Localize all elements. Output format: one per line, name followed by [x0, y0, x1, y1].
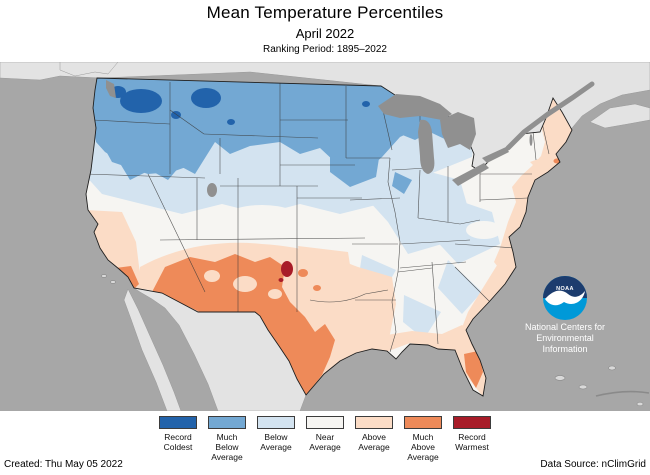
logo-org-line1: National Centers for	[525, 322, 605, 332]
legend-item-above_average: Above Average	[355, 416, 393, 452]
legend-swatch-record_warmest	[453, 416, 491, 429]
legend-label-much_above_average: Much Above Average	[407, 432, 439, 462]
legend-item-near_average: Near Average	[306, 416, 344, 452]
legend: Record Coldest Much Below Average Below Averag…	[0, 416, 650, 462]
legend-label-below_average: Below Average	[260, 432, 292, 452]
legend-label-record_coldest: Record Coldest	[163, 432, 193, 452]
legend-label-record_warmest: Record Warmest	[455, 432, 489, 452]
noaa-logo: NOAA	[543, 276, 587, 320]
legend-item-much_below_average: Much Below Average	[208, 416, 246, 462]
legend-swatch-much_above_average	[404, 416, 442, 429]
great-lakes	[106, 80, 595, 197]
puget-sound	[106, 80, 116, 98]
data-source: Data Source: nClimGrid	[540, 459, 646, 470]
region-near-average-dapples	[142, 128, 538, 287]
nova-scotia-land	[589, 103, 650, 129]
legend-item-record_coldest: Record Coldest	[159, 416, 197, 452]
lake-superior	[378, 94, 452, 120]
legend-swatch-near_average	[306, 416, 344, 429]
logo-org-line3: Information	[542, 344, 587, 354]
vancouver-island-land	[59, 61, 119, 77]
page-title: Mean Temperature Percentiles	[206, 3, 444, 22]
noaa-logo-label: NOAA	[556, 286, 574, 292]
great-salt-lake	[207, 183, 217, 197]
title-block: Mean Temperature Percentiles April 2022 …	[0, 0, 650, 55]
noaa-seagull-icon	[545, 290, 585, 306]
legend-label-near_average: Near Average	[309, 432, 341, 452]
page-subtitle: April 2022	[295, 26, 355, 41]
map-panel: NOAA National Centers for Environmental …	[0, 61, 650, 412]
st-lawrence-river	[505, 81, 595, 151]
created-date: Created: Thu May 05 2022	[4, 459, 123, 470]
lake-huron	[440, 112, 476, 150]
island-outlines	[101, 274, 650, 407]
lake-champlain	[529, 134, 533, 146]
region-orange-gaps	[204, 270, 282, 299]
legend-label-much_below_average: Much Below Average	[211, 432, 243, 462]
legend-label-above_average: Above Average	[358, 432, 390, 452]
legend-swatch-much_below_average	[208, 416, 246, 429]
legend-item-record_warmest: Record Warmest	[453, 416, 491, 452]
legend-item-below_average: Below Average	[257, 416, 295, 452]
lake-erie	[452, 163, 489, 186]
lake-ontario	[482, 147, 509, 163]
legend-swatch-above_average	[355, 416, 393, 429]
lake-michigan	[418, 119, 435, 174]
legend-item-much_above_average: Much Above Average	[404, 416, 442, 462]
state-borders	[86, 78, 550, 353]
region-record-warmest	[278, 261, 293, 282]
logo-org-line2: Environmental	[536, 333, 594, 343]
us-percentile-map: NOAA National Centers for Environmental …	[0, 61, 650, 412]
legend-swatch-below_average	[257, 416, 295, 429]
ranking-period: Ranking Period: 1895–2022	[263, 44, 387, 55]
legend-swatch-record_coldest	[159, 416, 197, 429]
